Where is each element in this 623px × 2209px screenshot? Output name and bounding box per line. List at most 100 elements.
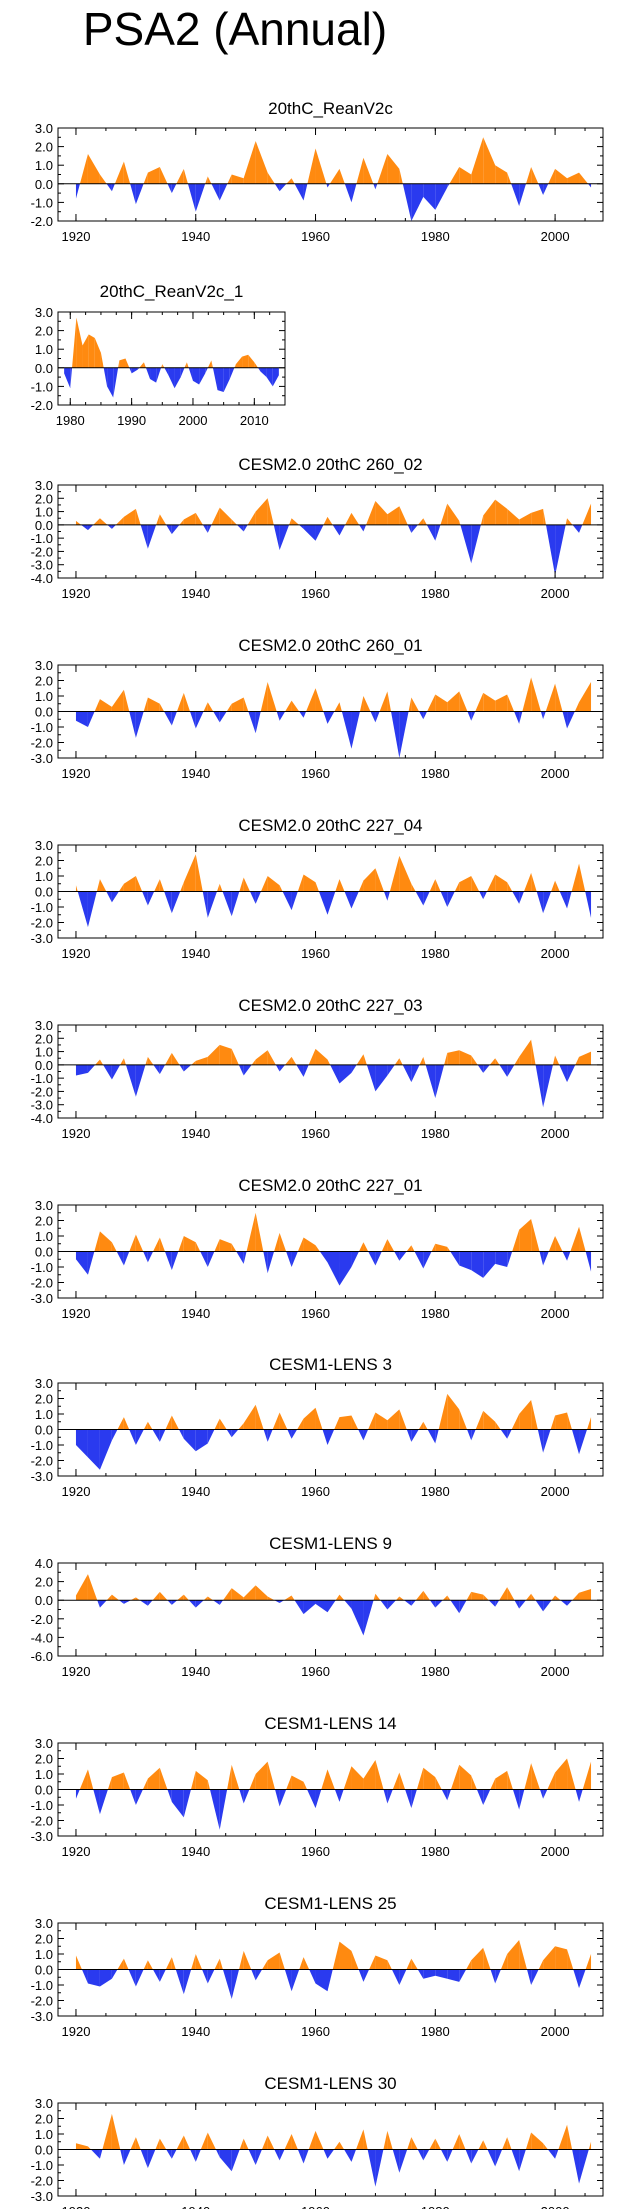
chart-9-area-4b bbox=[130, 1789, 136, 1805]
chart-8-area-40a bbox=[555, 1595, 561, 1601]
chart-3-ytick-label-4: -1.0 bbox=[31, 720, 53, 735]
chart-4-area-7b bbox=[164, 891, 172, 914]
chart-7-xtick-label-0: 1920 bbox=[62, 1484, 91, 1499]
chart-0-area-15 bbox=[255, 141, 268, 184]
chart-10-area-37a bbox=[519, 1940, 528, 1970]
chart-3-area-39a bbox=[543, 711, 546, 720]
chart-4-xtick-label-3: 1980 bbox=[421, 946, 450, 961]
chart-7-xtick-label-2: 1960 bbox=[301, 1484, 330, 1499]
chart-3-area-24a bbox=[363, 696, 371, 712]
chart-2-ytick-label-1: 2.0 bbox=[35, 491, 53, 506]
chart-8-ytick-label-4: -4.0 bbox=[31, 1630, 53, 1645]
chart-2-area-5b bbox=[140, 524, 148, 549]
chart-4-area-31b bbox=[454, 882, 460, 892]
chart-2-area-3a bbox=[111, 524, 116, 529]
chart-10-area-19a bbox=[303, 1957, 310, 1970]
chart-11-area-2b bbox=[102, 2113, 112, 2150]
chart-5-ytick-label-4: -1.0 bbox=[31, 1071, 53, 1086]
chart-8-area-42 bbox=[579, 1589, 592, 1601]
chart-10-area-9a bbox=[183, 1969, 192, 1995]
chart-1-ytick-label-4: -1.0 bbox=[31, 379, 53, 394]
chart-11-area-10b bbox=[200, 2132, 208, 2150]
chart-4-area-29b bbox=[429, 879, 436, 892]
chart-0-area-24b bbox=[373, 183, 376, 190]
chart-6-area-7a bbox=[159, 1237, 165, 1252]
chart-7-ytick-label-0: 3.0 bbox=[35, 1376, 53, 1391]
chart-5-area-29a bbox=[423, 1056, 426, 1065]
chart-6-area-42a bbox=[579, 1226, 586, 1252]
chart-6-area-14a bbox=[243, 1251, 247, 1264]
chart-2-area-24a bbox=[363, 524, 367, 532]
chart-1-xtick-label-1: 1990 bbox=[117, 413, 146, 428]
chart-11-title: CESM1-LENS 30 bbox=[264, 2074, 396, 2093]
chart-6-area-29a bbox=[423, 1251, 432, 1269]
chart-6-area-26b bbox=[394, 1251, 400, 1261]
chart-1-area-10b bbox=[129, 367, 132, 374]
chart-1-area-34 bbox=[272, 367, 279, 387]
chart-4-area-15b bbox=[260, 876, 268, 892]
chart-10-area-11a bbox=[207, 1969, 215, 1984]
chart-9-area-13a bbox=[231, 1764, 240, 1790]
chart-8-area-13 bbox=[231, 1588, 244, 1601]
chart-11-area-31b bbox=[452, 2134, 460, 2150]
chart-4-area-5a bbox=[135, 876, 143, 892]
chart-0-area-38a bbox=[531, 167, 539, 184]
chart-6-area-11a bbox=[207, 1251, 215, 1267]
chart-8-area-5b bbox=[139, 1600, 148, 1606]
chart-8-area-31b bbox=[450, 1600, 460, 1614]
chart-2-area-42b bbox=[582, 503, 592, 525]
chart-10-xtick-label-1: 1940 bbox=[181, 2024, 210, 2039]
chart-9-area-29 bbox=[423, 1767, 436, 1790]
chart-5-area-21b bbox=[330, 1064, 340, 1084]
chart-5-area-23a bbox=[351, 1064, 357, 1073]
chart-10-area-7a bbox=[159, 1969, 166, 1982]
chart-7-area-29a bbox=[423, 1421, 428, 1430]
chart-5-area-40b bbox=[559, 1064, 568, 1083]
chart-3-ytick-label-1: 2.0 bbox=[35, 674, 53, 689]
chart-6-area-7b bbox=[164, 1251, 172, 1271]
chart-2-xtick-label-2: 1960 bbox=[301, 586, 330, 601]
chart-2-ytick-label-7: -4.0 bbox=[31, 571, 53, 586]
chart-11-area-39a bbox=[543, 2143, 548, 2150]
chart-11-area-13a bbox=[231, 2149, 240, 2172]
chart-10-area-5a bbox=[135, 1969, 144, 1987]
chart-0-area-12a bbox=[219, 183, 228, 201]
chart-4-area-36b bbox=[512, 891, 520, 904]
chart-5-area-2a bbox=[99, 1059, 104, 1065]
chart-9-xtick-label-1: 1940 bbox=[181, 1844, 210, 1859]
chart-0-area-31a bbox=[447, 183, 450, 188]
chart-0-area-7a bbox=[159, 167, 168, 184]
chart-5-area-31 bbox=[447, 1050, 460, 1065]
chart-4-area-18b bbox=[297, 874, 304, 892]
chart-7-area-5a bbox=[135, 1429, 144, 1445]
chart-6-title: CESM2.0 20thC 227_01 bbox=[238, 1176, 422, 1195]
chart-8-area-25a bbox=[375, 1593, 381, 1601]
chart-6-area-5a bbox=[135, 1234, 144, 1252]
chart-8-area-7a bbox=[159, 1591, 168, 1601]
chart-7-area-15b bbox=[263, 1429, 268, 1442]
chart-2-area-39b bbox=[545, 524, 556, 576]
chart-10-area-2 bbox=[99, 1969, 112, 1987]
chart-2-area-33b bbox=[480, 515, 484, 525]
chart-4-area-22b bbox=[344, 891, 352, 909]
chart-11-area-34b bbox=[487, 2149, 496, 2167]
chart-3-xtick-label-4: 2000 bbox=[541, 766, 570, 781]
chart-7-area-15a bbox=[255, 1404, 264, 1430]
chart-9-area-21a bbox=[327, 1769, 335, 1790]
chart-3-area-11b bbox=[213, 711, 220, 723]
chart-7-area-42a bbox=[579, 1429, 588, 1455]
chart-4-area-35 bbox=[495, 874, 508, 892]
chart-3-area-22b bbox=[341, 711, 352, 749]
chart-11-area-28b bbox=[417, 2149, 424, 2161]
chart-1-area-9 bbox=[119, 358, 126, 368]
chart-3-area-20a bbox=[315, 688, 324, 712]
chart-5-area-21a bbox=[327, 1059, 331, 1065]
chart-11-area-23a bbox=[351, 2149, 357, 2162]
chart-0-area-14 bbox=[243, 141, 256, 184]
chart-2-xtick-label-1: 1940 bbox=[181, 586, 210, 601]
chart-6-ytick-label-4: -1.0 bbox=[31, 1260, 53, 1275]
chart-10-area-10a bbox=[195, 1954, 203, 1970]
chart-9-area-12a bbox=[219, 1789, 228, 1830]
chart-0-xtick-label-4: 2000 bbox=[541, 229, 570, 244]
chart-0-area-8a bbox=[171, 183, 177, 194]
